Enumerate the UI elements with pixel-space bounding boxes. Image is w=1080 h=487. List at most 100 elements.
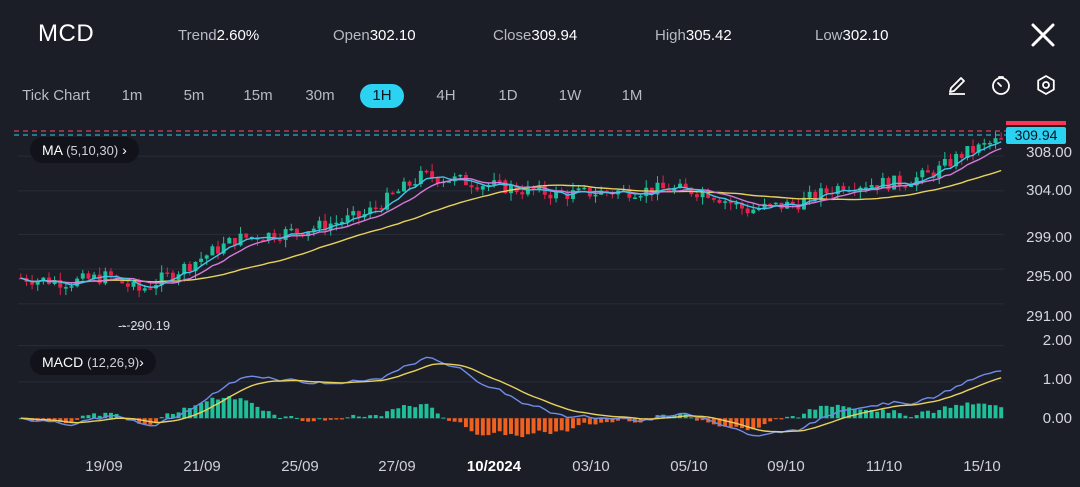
macd-bar — [959, 405, 964, 419]
tab-1d[interactable]: 1D — [498, 87, 518, 104]
candle-body — [283, 229, 288, 241]
macd-bar — [824, 405, 829, 419]
macd-bar — [548, 418, 553, 434]
candle-body — [807, 191, 812, 198]
tab-1mo[interactable]: 1M — [621, 87, 643, 104]
macd-bar — [165, 413, 170, 419]
macd-bar — [272, 414, 277, 419]
ma10-line — [20, 147, 1002, 284]
macd-bar — [571, 418, 575, 429]
macd-bar — [80, 415, 85, 419]
macd-bar — [407, 405, 412, 419]
low-value: 302.10 — [842, 27, 889, 44]
candle-body — [216, 246, 220, 254]
tab-1w[interactable]: 1W — [558, 87, 582, 104]
macd-bar — [897, 413, 902, 419]
candle-body — [35, 280, 40, 285]
macd-bar — [413, 407, 418, 419]
candle-body — [401, 181, 406, 192]
candle-body — [982, 143, 987, 145]
macd-bar — [379, 416, 384, 419]
candle-body — [458, 174, 463, 177]
candle-body — [447, 181, 451, 183]
x-label: 10/2024 — [466, 458, 522, 475]
candle-body — [272, 232, 277, 240]
candle-body — [317, 220, 322, 229]
macd-bar — [52, 418, 57, 420]
macd-bar — [531, 418, 536, 434]
tab-tick-chart[interactable]: Tick Chart — [22, 87, 90, 104]
tab-1h[interactable]: 1H — [360, 84, 404, 108]
candle-body — [813, 191, 818, 200]
candle-body — [480, 186, 485, 190]
close-label: Close — [493, 27, 532, 44]
candle-body — [931, 172, 936, 178]
candle-body — [678, 183, 683, 188]
pencil-icon[interactable] — [946, 74, 968, 96]
candle-body — [593, 194, 598, 197]
candle-body — [294, 228, 299, 233]
tab-4h[interactable]: 4H — [436, 87, 456, 104]
macd-bar — [880, 409, 885, 419]
macd-bar — [559, 418, 564, 431]
macd-bar — [886, 412, 891, 419]
macd-bar — [430, 407, 435, 419]
macd-bar — [176, 412, 181, 419]
signal-line — [20, 363, 1002, 433]
ma-indicator-pill[interactable]: MA (5,10,30) › — [30, 137, 139, 163]
candle-body — [306, 231, 311, 237]
macd-bar — [69, 418, 74, 424]
candle-body — [430, 171, 435, 178]
macd-bar — [418, 404, 423, 419]
candle-body — [41, 277, 46, 281]
y-tick-299: 299.00 — [1026, 229, 1072, 246]
timer-icon[interactable] — [990, 74, 1012, 96]
close-icon[interactable] — [1026, 18, 1060, 52]
macd-bar — [909, 417, 914, 419]
macd-bar — [154, 418, 159, 424]
candle-body — [734, 202, 739, 205]
macd-bar — [497, 418, 502, 432]
macd-bar — [863, 409, 868, 419]
candle-body — [232, 238, 237, 246]
macd-params: (12,26,9) — [87, 355, 140, 370]
symbol-title: MCD — [38, 20, 95, 47]
candle-body — [108, 271, 113, 276]
macd-bar — [385, 411, 390, 419]
macd-bar — [802, 413, 806, 419]
tab-15m[interactable]: 15m — [243, 87, 273, 104]
candle-body — [92, 274, 97, 279]
tab-1m[interactable]: 1m — [121, 87, 143, 104]
candle-body — [385, 192, 390, 210]
candle-body — [486, 184, 491, 187]
macd-bar — [199, 403, 204, 419]
low-marker: -- 290.19 — [118, 318, 171, 333]
macd-bar — [373, 415, 378, 419]
macd-bar — [745, 418, 750, 431]
macd-bar — [875, 411, 880, 419]
macd-bar — [565, 418, 570, 432]
high-value: 305.42 — [685, 27, 732, 44]
candle-body — [751, 209, 756, 214]
macd-bar — [937, 410, 942, 419]
macd-bar — [965, 402, 970, 419]
candle-body — [644, 187, 649, 197]
macd-indicator-pill[interactable]: MACD (12,26,9)› — [30, 349, 156, 375]
macd-bar — [514, 418, 519, 436]
tab-30m[interactable]: 30m — [305, 87, 335, 104]
ma-params: (5,10,30) — [66, 143, 119, 158]
candle-body — [604, 190, 609, 193]
candle-body — [311, 228, 316, 232]
candle-body — [773, 202, 778, 205]
candle-body — [948, 158, 953, 167]
macd-bar — [948, 407, 953, 419]
macd-bar — [232, 399, 237, 419]
macd-bar — [458, 418, 463, 423]
settings-icon[interactable] — [1035, 74, 1057, 96]
macd-bar — [740, 418, 744, 429]
tab-5m[interactable]: 5m — [183, 87, 205, 104]
y-tick-291: 291.00 — [1026, 308, 1072, 325]
candle-body — [289, 228, 294, 231]
candle-body — [497, 180, 502, 182]
